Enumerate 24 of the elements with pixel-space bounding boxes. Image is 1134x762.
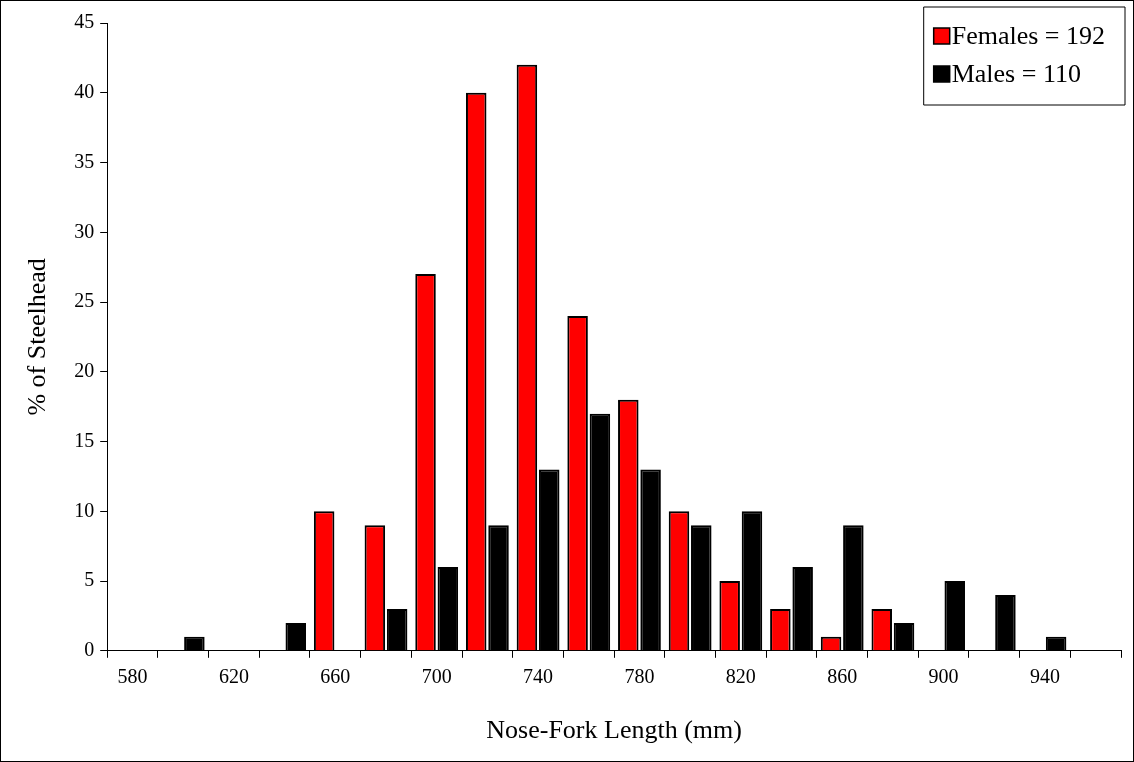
y-tick-label: 5	[84, 568, 95, 591]
y-tick-label: 10	[74, 498, 95, 521]
y-tick-label: 20	[74, 359, 95, 382]
x-tick-label: 940	[1029, 665, 1060, 688]
legend-label: Females = 192	[951, 20, 1105, 50]
x-tick-label: 780	[624, 665, 655, 688]
y-tick-label: 30	[74, 219, 95, 242]
x-axis-title: Nose-Fork Length (mm)	[486, 715, 742, 745]
y-tick-label: 0	[84, 638, 95, 661]
x-tick-label: 660	[320, 665, 351, 688]
y-tick-label: 40	[74, 80, 95, 103]
x-tick-label: 860	[827, 665, 858, 688]
y-tick-label: 35	[74, 149, 95, 172]
x-tick-label: 740	[523, 665, 554, 688]
legend-label: Males = 110	[951, 58, 1081, 88]
x-tick-label: 580	[117, 665, 148, 688]
x-tick-label: 620	[218, 665, 249, 688]
y-tick-label: 15	[74, 428, 95, 451]
y-tick-label: 25	[74, 289, 95, 312]
x-tick-label: 700	[421, 665, 452, 688]
y-axis-title: % of Steelhead	[22, 258, 52, 416]
x-tick-label: 820	[725, 665, 756, 688]
x-tick-label: 900	[928, 665, 959, 688]
y-tick-label: 45	[74, 10, 95, 33]
